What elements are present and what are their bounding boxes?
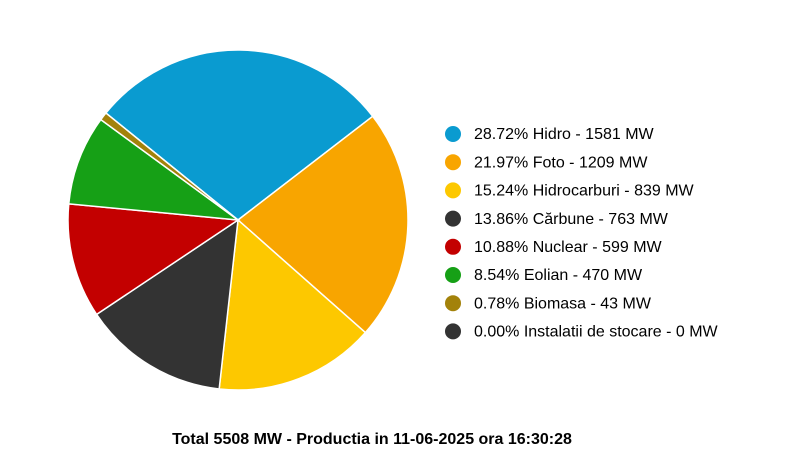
- chart-title: Total 5508 MW - Productia in 11-06-2025 …: [172, 431, 572, 448]
- legend-label: 8.54% Eolian - 470 MW: [474, 267, 643, 284]
- legend-marker: [445, 154, 461, 171]
- legend-marker: [445, 182, 461, 199]
- legend-marker: [445, 323, 461, 340]
- pie-slice: [67, 203, 241, 316]
- legend-marker: [445, 295, 461, 312]
- legend-label: 0.00% Instalatii de stocare - 0 MW: [474, 324, 719, 341]
- pie-slice: [99, 111, 239, 221]
- legend-label: 10.88% Nuclear - 599 MW: [474, 239, 663, 256]
- pie-slice: [104, 49, 374, 221]
- legend-label: 0.78% Biomasa - 43 MW: [474, 295, 652, 312]
- legend-label: 28.72% Hidro - 1581 MW: [474, 126, 655, 143]
- pie-slice: [105, 113, 238, 220]
- legend-marker: [445, 210, 461, 227]
- legend-marker: [445, 238, 461, 255]
- legend-marker: [445, 126, 461, 142]
- pie-slice: [95, 218, 239, 390]
- pie-slice: [67, 118, 241, 222]
- legend-label: 21.97% Foto - 1209 MW: [474, 154, 648, 171]
- legend-label: 13.86% Cărbune - 763 MW: [474, 211, 669, 228]
- pie-slice: [236, 115, 409, 334]
- pie-slice: [218, 218, 367, 391]
- legend-marker: [445, 267, 461, 283]
- legend-label: 15.24% Hidrocarburi - 839 MW: [474, 183, 695, 200]
